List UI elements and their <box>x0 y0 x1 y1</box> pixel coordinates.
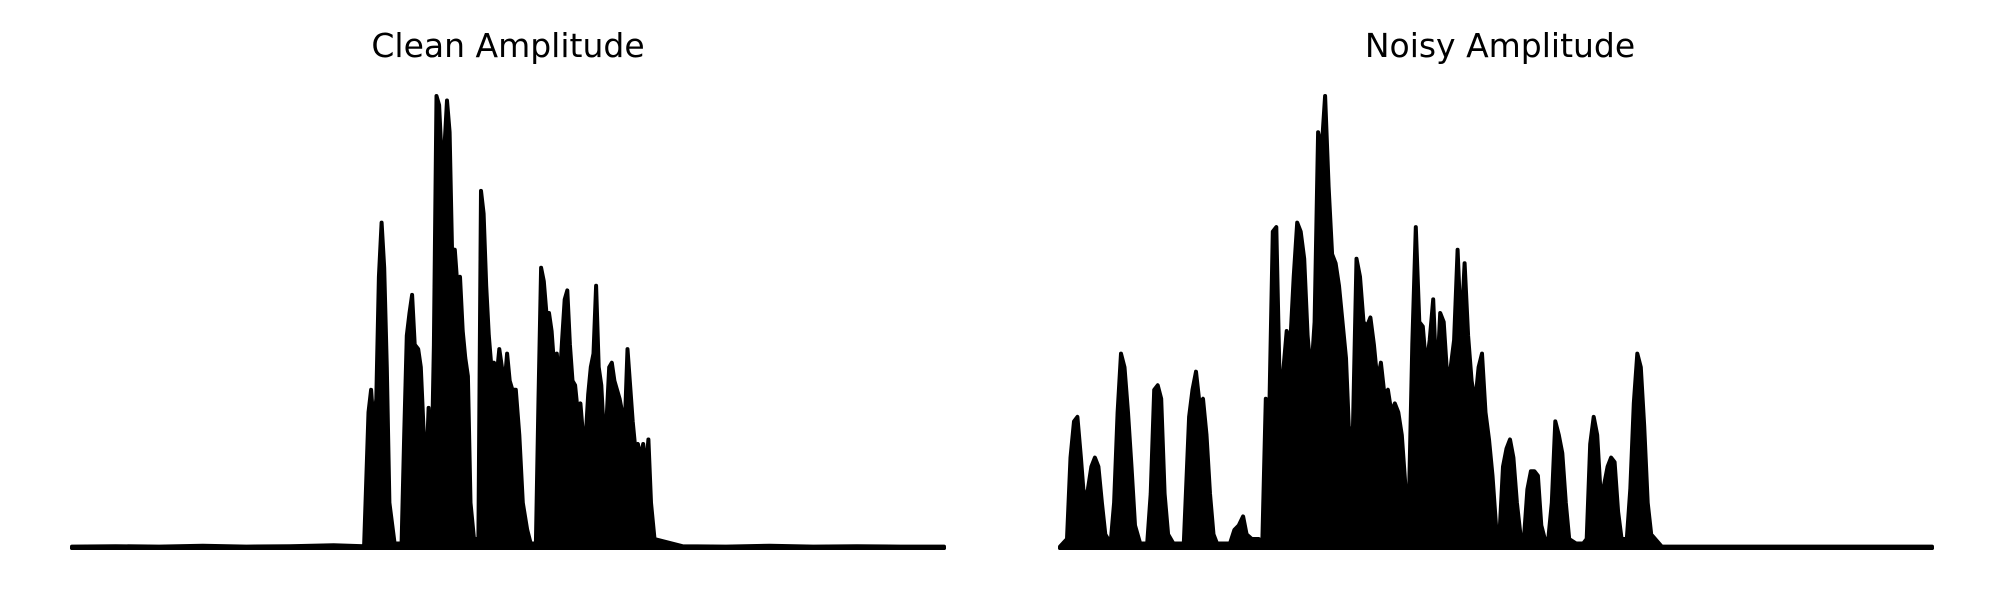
chart-title: Clean Amplitude <box>371 26 645 65</box>
clean-amplitude-panel: Clean Amplitude <box>70 26 946 550</box>
amplitude-area <box>1058 94 1934 550</box>
amplitude-area <box>70 94 946 550</box>
chart-title: Noisy Amplitude <box>1364 26 1636 65</box>
noisy-amplitude-chart <box>1058 94 1934 550</box>
clean-amplitude-chart <box>70 94 946 550</box>
noisy-amplitude-panel: Noisy Amplitude <box>1000 0 2000 600</box>
